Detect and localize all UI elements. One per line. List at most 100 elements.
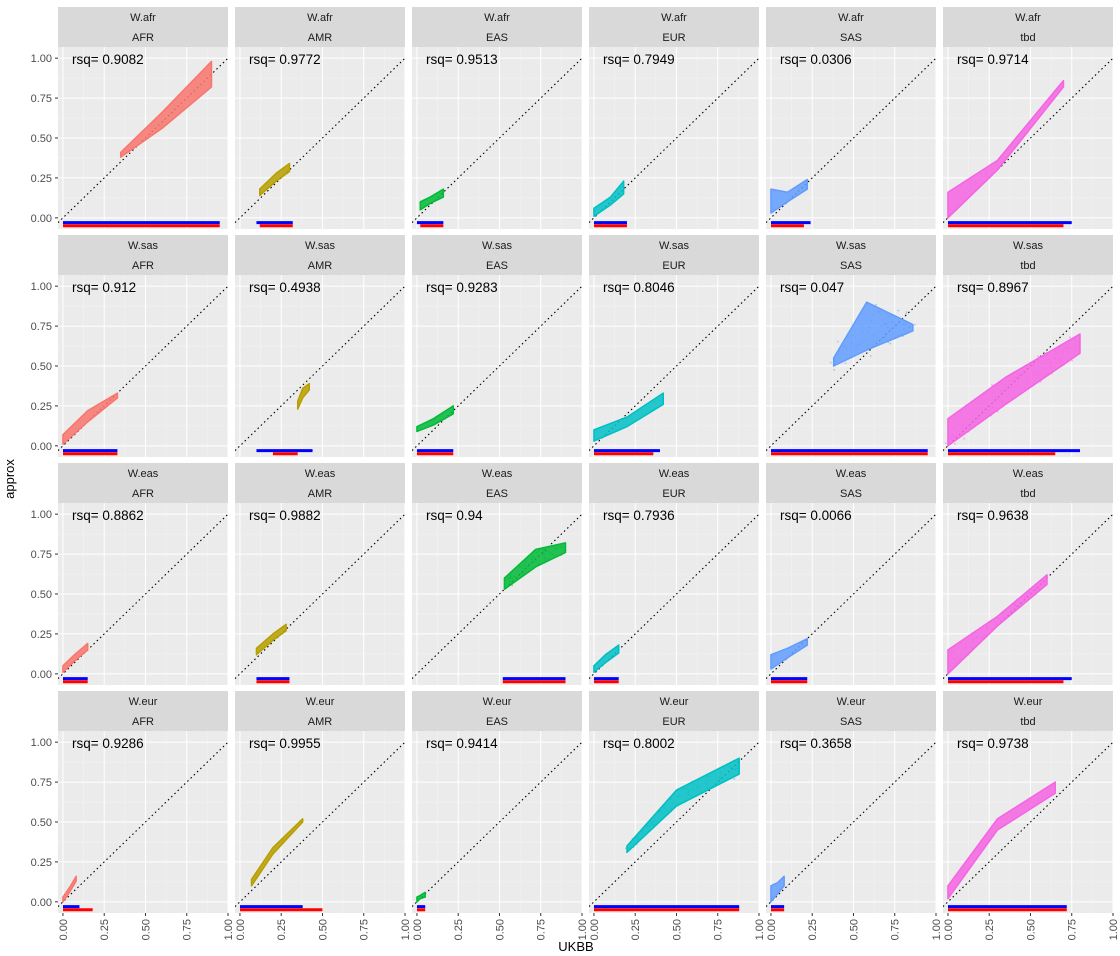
scatter-point bbox=[880, 324, 882, 327]
scatter-point bbox=[1014, 604, 1017, 607]
scatter-point bbox=[737, 772, 740, 775]
scatter-point bbox=[986, 628, 989, 631]
strip-row-label: W.eur bbox=[660, 696, 689, 708]
scatter-point bbox=[1025, 594, 1028, 596]
scatter-point bbox=[697, 779, 699, 781]
y-tick-label: 0.75 bbox=[31, 93, 52, 105]
panel-content bbox=[58, 285, 228, 456]
scatter-point bbox=[1073, 345, 1076, 347]
scatter-point bbox=[733, 768, 736, 771]
scatter-point bbox=[555, 548, 557, 551]
scatter-point bbox=[510, 580, 512, 583]
strip-col-label: EUR bbox=[662, 488, 685, 500]
strip-row-label-bg bbox=[943, 7, 1113, 27]
panel-content bbox=[766, 285, 936, 456]
scatter-point bbox=[990, 414, 993, 417]
scatter-point bbox=[995, 623, 998, 626]
scatter-point bbox=[1045, 351, 1048, 354]
rsq-label: rsq= 0.7949 bbox=[603, 52, 675, 67]
scatter-point bbox=[675, 804, 678, 807]
strip-row-label-bg bbox=[235, 7, 405, 27]
panel-W.eur-AFR: W.eur AFR rsq= 0.9286 0.00 0.25 0.50 0.75 1.00 0… bbox=[31, 691, 235, 940]
x-tick-label: 1.00 bbox=[223, 919, 235, 940]
panel-content bbox=[589, 741, 759, 912]
scatter-point bbox=[718, 775, 721, 778]
data-band-EAS bbox=[416, 405, 455, 433]
strip-col-label: tbd bbox=[1020, 716, 1035, 728]
scatter-point bbox=[519, 572, 522, 575]
panel-W.afr-AMR: W.afr AMR rsq= 0.9772 bbox=[235, 7, 406, 229]
scatter-point bbox=[685, 787, 688, 790]
reference-line bbox=[58, 285, 228, 452]
scatter-point bbox=[900, 333, 902, 335]
scatter-point bbox=[896, 324, 898, 327]
scatter-point bbox=[1018, 601, 1020, 604]
scatter-point bbox=[950, 652, 953, 655]
rsq-label: rsq= 0.9738 bbox=[957, 736, 1029, 751]
reference-line bbox=[766, 741, 936, 908]
panel-W.sas-AFR: W.sas AFR rsq= 0.912 0.00 0.25 0.50 0.75 1.00 bbox=[31, 235, 229, 457]
panel-W.sas-SAS: W.sas SAS rsq= 0.047 bbox=[766, 235, 937, 457]
strip-row-label-bg bbox=[235, 235, 405, 255]
scatter-point bbox=[833, 363, 836, 366]
data-band-SAS bbox=[770, 875, 785, 903]
panel-content bbox=[235, 513, 405, 684]
reference-line bbox=[943, 741, 1113, 908]
data-band-AMR bbox=[259, 162, 291, 197]
strip-row-label: W.afr bbox=[838, 12, 864, 24]
scatter-point bbox=[733, 778, 736, 780]
scatter-point bbox=[509, 576, 512, 579]
scatter-point bbox=[1013, 610, 1016, 612]
scatter-point bbox=[637, 838, 640, 841]
scatter-point bbox=[553, 545, 555, 548]
scatter-point bbox=[682, 787, 685, 790]
scatter-point bbox=[846, 335, 849, 338]
strip-col-label-bg bbox=[589, 27, 759, 47]
panel-content bbox=[589, 57, 759, 228]
x-tick-label: 0.50 bbox=[848, 919, 860, 940]
y-tick-label: 0.75 bbox=[31, 549, 52, 561]
y-tick-label: 0.25 bbox=[31, 173, 52, 185]
x-axis-title: UKBB bbox=[558, 939, 593, 954]
scatter-point bbox=[856, 344, 859, 347]
x-tick-label: 0.00 bbox=[58, 919, 70, 940]
scatter-point bbox=[513, 575, 516, 578]
scatter-point bbox=[555, 553, 558, 556]
strip-col-label-bg bbox=[235, 27, 405, 47]
scatter-point bbox=[947, 668, 950, 671]
data-band-SAS bbox=[832, 301, 914, 367]
data-band-SAS bbox=[770, 637, 809, 670]
scatter-point bbox=[543, 561, 546, 564]
strip-row-label: W.eur bbox=[1014, 696, 1043, 708]
scatter-point bbox=[952, 435, 954, 437]
strip-col-label-bg bbox=[943, 483, 1113, 503]
scatter-point bbox=[844, 362, 847, 365]
x-tick-label: 0.25 bbox=[984, 919, 996, 940]
scatter-point bbox=[955, 664, 958, 667]
strip-col-label-bg bbox=[589, 255, 759, 275]
y-tick-label: 0.00 bbox=[31, 897, 52, 909]
panel-W.eas-AMR: W.eas AMR rsq= 0.9882 bbox=[235, 463, 406, 685]
strip-row-label: W.sas bbox=[659, 240, 689, 252]
scatter-point bbox=[996, 410, 999, 413]
scatter-point bbox=[719, 771, 722, 774]
scatter-point bbox=[736, 767, 738, 770]
x-tick-label: 1.00 bbox=[400, 919, 412, 940]
scatter-point bbox=[631, 837, 634, 840]
strip-row-label-bg bbox=[589, 7, 759, 27]
strip-row-label: W.sas bbox=[836, 240, 866, 252]
scatter-point bbox=[555, 544, 558, 547]
scatter-point bbox=[542, 552, 545, 554]
scatter-point bbox=[729, 765, 731, 768]
scatter-point bbox=[985, 634, 988, 637]
scatter-point bbox=[661, 811, 664, 814]
scatter-point bbox=[735, 764, 738, 767]
scatter-point bbox=[519, 566, 521, 569]
rsq-label: rsq= 0.0066 bbox=[780, 508, 852, 523]
scatter-point bbox=[898, 322, 901, 325]
scatter-point bbox=[509, 573, 512, 576]
scatter-point bbox=[948, 659, 951, 662]
x-tick-label: 0.75 bbox=[182, 919, 194, 940]
scatter-point bbox=[1011, 380, 1013, 383]
